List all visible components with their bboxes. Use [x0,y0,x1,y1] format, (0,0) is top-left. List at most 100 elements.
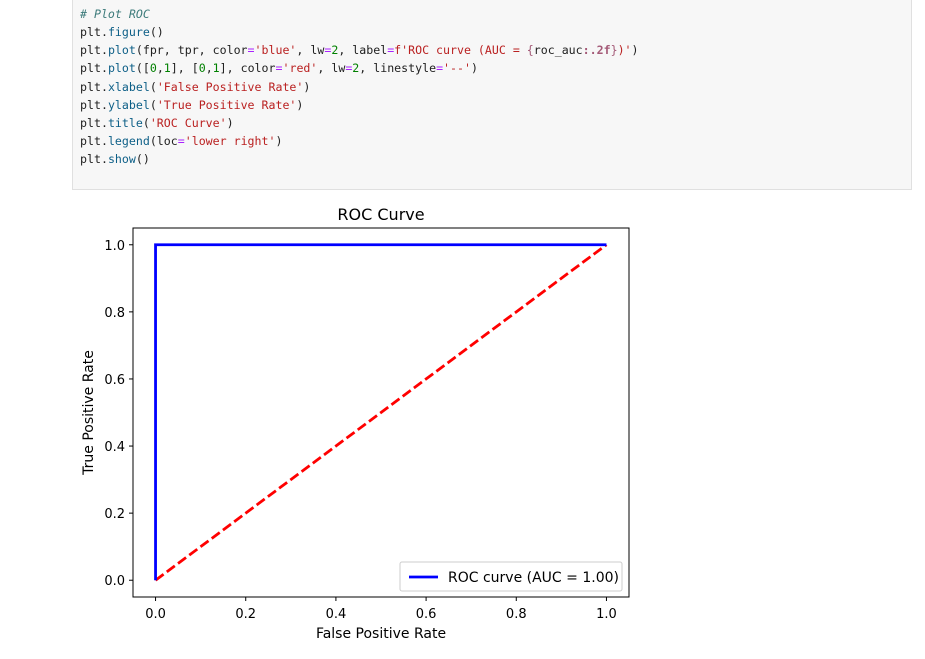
code-line: plt.title('ROC Curve') [80,114,639,132]
code-token: , linestyle [359,61,437,76]
code-token: '--' [443,61,471,76]
legend-box [399,561,623,592]
code-token: ([ [135,61,150,76]
x-tick-label: 0.2 [235,607,256,622]
code-token: = [324,43,332,58]
series-layer [154,243,608,582]
y-tick-label: 0.8 [104,306,125,321]
code-token: . [100,43,108,58]
code-line: plt.show() [80,150,639,168]
legend: ROC curve (AUC = 1.00) [399,561,623,592]
code-token: 2 [352,61,360,76]
code-token: plt [80,115,101,130]
code-token: show [107,152,136,167]
y-tick-label: 0.0 [104,574,125,589]
code-token: = [247,43,255,58]
x-tick-label: 0.0 [145,607,166,622]
code-line: plt.figure() [80,23,639,41]
code-token: ( [142,115,150,130]
code-token: ( [149,97,157,112]
code-token: 'True Positive Rate' [156,97,297,112]
code-token: xlabel [107,79,150,94]
code-token: = [177,133,185,148]
code-token: ], [ [170,61,199,76]
code-token: . [100,61,108,76]
code-editor[interactable]: # Plot ROC plt.figure() plt.plot(fpr, tpr,… [80,5,639,168]
code-token: figure [107,25,150,40]
y-tick-label: 0.4 [104,440,125,455]
x-tick-label: 0.8 [506,607,527,622]
code-token: 'ROC Curve' [149,115,227,130]
code-token: ylabel [107,97,150,112]
code-token: , lw [317,61,346,76]
code-token: ) [470,61,478,76]
code-token: { [526,43,534,58]
code-line: plt.ylabel('True Positive Rate') [80,96,639,114]
code-token: plt [80,79,101,94]
y-tick-label: 0.6 [104,373,125,388]
code-token: . [100,25,108,40]
roc-chart: ROC Curve 0.0 0.2 0.4 0.6 0.8 1.0 0.00.20.40.… [81,205,630,642]
code-token: plt [80,61,101,76]
code-token: # Plot ROC [80,7,150,21]
code-token: () [149,25,164,40]
code-token: ], color [219,61,276,76]
y-tick-label: 1.0 [104,239,125,254]
code-token: 'lower right' [184,133,276,148]
code-token: plt [80,25,101,40]
code-token: } [610,43,618,58]
code-token: . [100,133,108,148]
code-token: roc_auc [533,43,583,58]
code-line: plt.legend(loc='lower right') [80,132,639,150]
code-token: , lw [296,43,325,58]
y-axis: 0.0 0.2 0.4 0.6 0.8 1.0 [104,239,133,589]
code-line: plt.plot(fpr, tpr, color='blue', lw=2, l… [80,41,639,59]
code-token: , [156,61,164,76]
x-axis: 0.0 0.2 0.4 0.6 0.8 1.0 [145,597,617,622]
x-tick-label: 0.4 [326,607,347,622]
code-token: . [100,97,108,112]
series-line-roc [154,243,607,581]
code-token: 'red' [282,61,318,76]
y-axis-label: True Positive Rate [81,350,97,476]
code-line: plt.xlabel('False Positive Rate') [80,78,639,96]
code-token: plt [80,97,101,112]
code-token: ( [149,79,157,94]
code-token: . [100,152,108,167]
code-token: = [345,61,353,76]
code-token: , [205,61,213,76]
code-token: (fpr, tpr, color [135,43,248,58]
code-token: 'blue' [254,43,297,58]
plot-output: ROC Curve 0.0 0.2 0.4 0.6 0.8 1.0 0.0 0.2 0.4 0.… [72,195,672,655]
code-token: ) [275,133,283,148]
y-tick-label: 0.2 [104,507,125,522]
code-token: plt [80,133,101,148]
series-line-diagonal [154,243,608,582]
code-token: )' [617,43,632,58]
code-line: plt.plot([0,1], [0,1], color='red', lw=2… [80,59,639,77]
code-token: = [387,43,395,58]
code-token: plot [107,61,136,76]
x-tick-label: 1.0 [596,607,617,622]
code-token: 2 [331,43,339,58]
code-line: # Plot ROC [80,5,639,23]
code-cell[interactable]: # Plot ROC plt.figure() plt.plot(fpr, tpr,… [72,0,912,190]
legend-label: ROC curve (AUC = 1.00) [448,570,619,586]
code-token: 0 [198,61,206,76]
x-axis-label: False Positive Rate [316,626,446,642]
code-token: title [107,115,143,130]
code-token: 1 [212,61,220,76]
code-token: . [100,115,108,130]
code-token: , label [338,43,388,58]
code-token: plt [80,43,101,58]
chart-title: ROC Curve [337,205,424,224]
code-token: = [436,61,444,76]
code-token: ) [226,115,234,130]
code-token: f'ROC curve (AUC = [394,43,527,58]
code-token: ) [303,79,311,94]
code-token: :.2f [582,43,611,58]
code-token: ) [631,43,639,58]
code-token: ) [296,97,304,112]
code-token: (loc [149,133,178,148]
code-token: plt [80,152,101,167]
